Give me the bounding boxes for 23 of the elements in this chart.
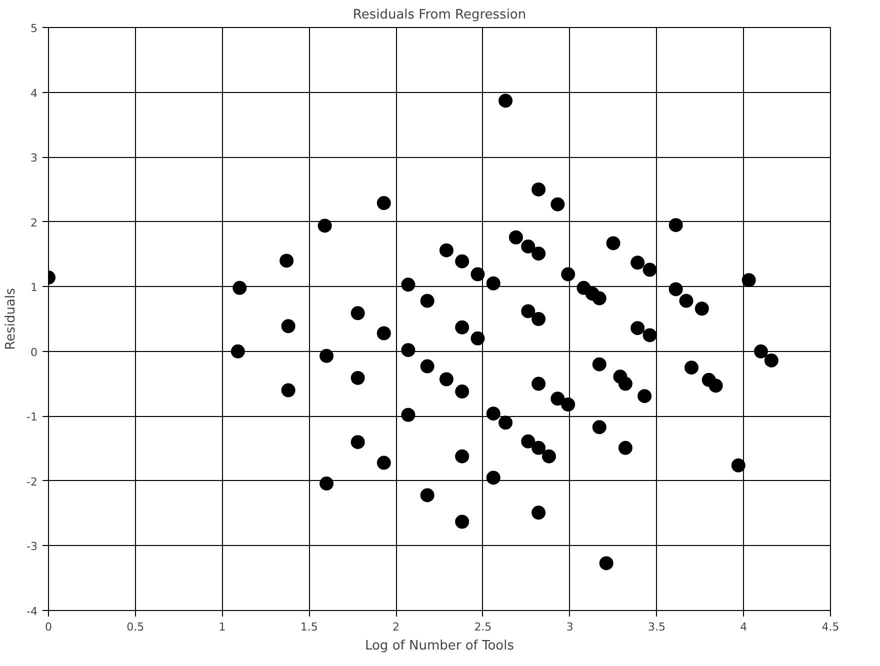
y-tick-label: 2 [30,216,38,230]
y-tick-label: 3 [30,152,38,165]
y-tick-label: -4 [26,605,38,618]
x-tick-label: 4 [740,620,748,634]
x-tick-label: 2 [392,620,400,634]
y-tick-label: 4 [30,86,38,100]
x-tick-label: 1.5 [300,620,318,634]
x-tick-label: 0.5 [126,620,144,634]
y-tick-label: 1 [30,281,38,294]
x-tick-label: 0 [45,620,52,634]
y-tick-label: -1 [26,410,38,424]
x-tick-label: 2.5 [474,620,492,634]
y-axis-title: Residuals [4,288,19,350]
x-tick-label: 4.5 [822,620,840,634]
chart-title: Residuals From Regression [352,8,526,22]
x-tick-label: 3.5 [648,620,666,634]
x-tick-label: 1 [218,620,226,634]
y-tick-label: -3 [26,540,38,554]
y-tick-label: 0 [30,346,38,359]
y-tick-label: 5 [30,22,38,35]
x-axis-title: Log of Number of Tools [364,638,514,654]
y-tick-label: -2 [26,475,38,488]
x-tick-label: 3 [566,620,574,634]
